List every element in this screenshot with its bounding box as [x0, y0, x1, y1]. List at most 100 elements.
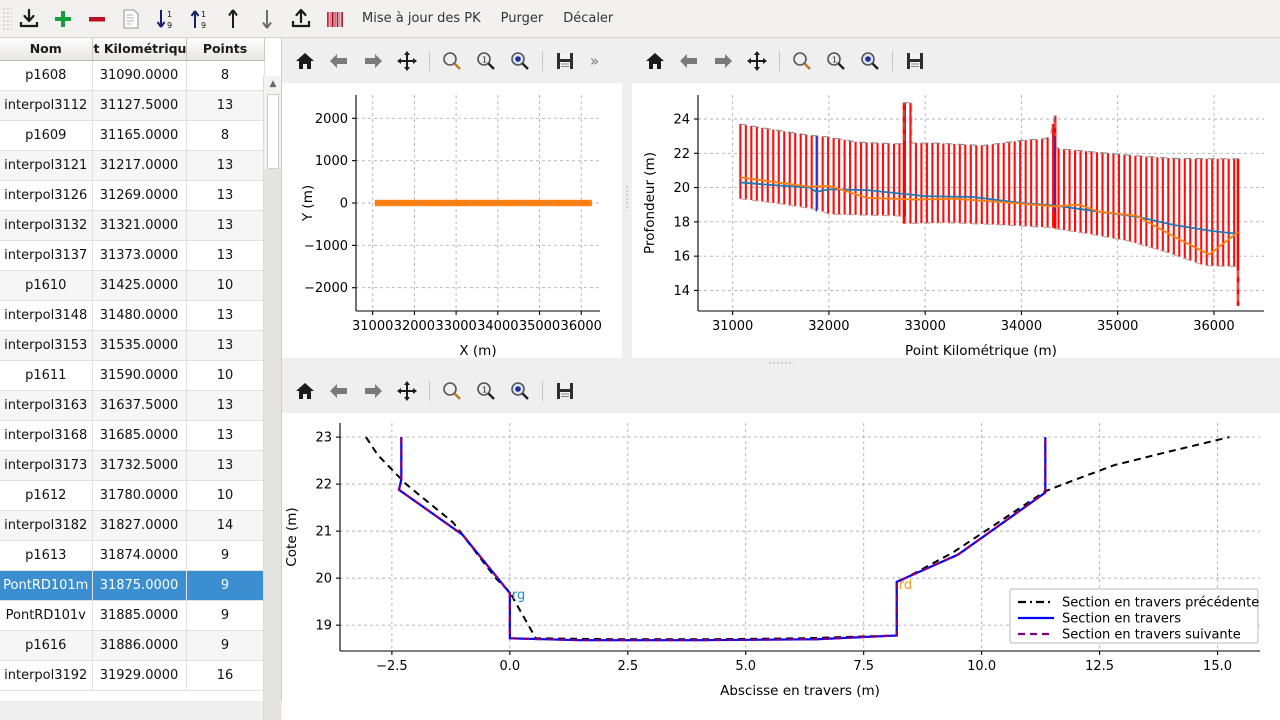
svg-text:Section en travers suivante: Section en travers suivante: [1062, 628, 1241, 643]
zoom-rect-button[interactable]: [853, 44, 887, 78]
export-icon[interactable]: [284, 3, 318, 35]
move-up-icon[interactable]: [216, 3, 250, 35]
svg-text:22: 22: [673, 147, 690, 162]
toolbar-separator: [429, 380, 430, 401]
table-row[interactable]: p1608 31090.0000 8: [0, 60, 265, 91]
table-cell-nom: p1609: [0, 120, 93, 151]
home-button[interactable]: [638, 44, 672, 78]
table-row[interactable]: p1611 31590.0000 10: [0, 360, 265, 391]
column-header-pk[interactable]: t Kilométrique: [92, 38, 187, 61]
table-row[interactable]: interpol3137 31373.0000 13: [0, 240, 265, 271]
scrollbar-track[interactable]: [264, 169, 281, 720]
table-row[interactable]: PontRD101m 31875.0000 9: [0, 570, 265, 601]
svg-text:21: 21: [315, 525, 332, 540]
table-row[interactable]: interpol3132 31321.0000 13: [0, 210, 265, 241]
zoom-reset-button[interactable]: 1: [469, 374, 503, 408]
long-profile-chart[interactable]: 31000 32000 33000 34000 35000 36000 14 16 18 20 22…: [632, 83, 1280, 358]
toolbar-separator: [542, 380, 543, 401]
table-cell-pk: 31885.0000: [92, 600, 187, 631]
table-cell-points: 10: [186, 360, 265, 391]
table-row[interactable]: interpol3192 31929.0000 16: [0, 660, 265, 691]
svg-text:Profondeur (m): Profondeur (m): [642, 152, 658, 254]
top-plots-row: 1 » 31000 32000 33000 34000 35000 36000 −2000−…: [282, 38, 1280, 358]
import-icon[interactable]: [12, 3, 46, 35]
table-cell-pk: 31685.0000: [92, 420, 187, 451]
table-cell-nom: interpol3182: [0, 510, 93, 541]
cross-section-chart[interactable]: −2.5 0.0 2.5 5.0 7.5 10.0 12.5 15.0 19 20 21 22 23 Ab…: [282, 413, 1280, 720]
table-cell-points: 13: [186, 180, 265, 211]
table-row[interactable]: p1610 31425.0000 10: [0, 270, 265, 301]
shift-button[interactable]: Décaler: [563, 11, 614, 26]
table-row[interactable]: p1612 31780.0000 10: [0, 480, 265, 511]
table-cell-nom: PontRD101v: [0, 600, 93, 631]
svg-text:20: 20: [673, 181, 690, 196]
home-button[interactable]: [288, 374, 322, 408]
toolbar-overflow-button[interactable]: »: [590, 51, 600, 70]
forward-button[interactable]: [356, 44, 390, 78]
toolbar-drag-handle[interactable]: [2, 6, 12, 31]
zoom-out-button[interactable]: [435, 374, 469, 408]
save-button[interactable]: [898, 44, 932, 78]
sort-descending-icon[interactable]: 1 9: [148, 3, 182, 35]
table-row[interactable]: interpol3168 31685.0000 13: [0, 420, 265, 451]
table-row[interactable]: interpol3182 31827.0000 14: [0, 510, 265, 541]
zoom-rect-button[interactable]: [503, 374, 537, 408]
home-button[interactable]: [288, 44, 322, 78]
zoom-out-button[interactable]: [435, 44, 469, 78]
svg-text:1000: 1000: [315, 154, 348, 169]
plan-view-chart[interactable]: 31000 32000 33000 34000 35000 36000 −2000 −1000…: [282, 83, 622, 358]
svg-text:2.5: 2.5: [617, 659, 638, 674]
forward-button[interactable]: [706, 44, 740, 78]
plan-view-toolbar: 1 »: [282, 38, 622, 83]
table-row[interactable]: p1616 31886.0000 9: [0, 630, 265, 661]
purge-button[interactable]: Purger: [500, 11, 544, 26]
svg-text:10.0: 10.0: [967, 659, 996, 674]
table-row[interactable]: p1609 31165.0000 8: [0, 120, 265, 151]
scroll-up-arrow-icon[interactable]: ▲: [269, 79, 277, 89]
table-row[interactable]: interpol3153 31535.0000 13: [0, 330, 265, 361]
pan-button[interactable]: [390, 44, 424, 78]
table-row[interactable]: interpol3121 31217.0000 13: [0, 150, 265, 181]
zoom-out-button[interactable]: [785, 44, 819, 78]
table-cell-pk: 31165.0000: [92, 120, 187, 151]
profiles-icon[interactable]: [318, 3, 352, 35]
back-button[interactable]: [672, 44, 706, 78]
sort-ascending-icon[interactable]: 1 9: [182, 3, 216, 35]
column-header-points[interactable]: Points: [186, 38, 265, 61]
zoom-reset-button[interactable]: 1: [819, 44, 853, 78]
svg-text:Section en travers: Section en travers: [1062, 612, 1181, 627]
table-row[interactable]: interpol3173 31732.5000 13: [0, 450, 265, 481]
zoom-rect-button[interactable]: [503, 44, 537, 78]
table-cell-pk: 31127.5000: [92, 90, 187, 121]
update-pk-button[interactable]: Mise à jour des PK: [362, 11, 481, 26]
back-button[interactable]: [322, 374, 356, 408]
table-cell-pk: 31929.0000: [92, 660, 187, 691]
remove-icon[interactable]: [80, 3, 114, 35]
scrollbar-thumb[interactable]: [267, 94, 279, 169]
zoom-reset-button[interactable]: 1: [469, 44, 503, 78]
table-row[interactable]: p1613 31874.0000 9: [0, 540, 265, 571]
column-header-nom[interactable]: Nom: [0, 38, 93, 61]
table-scroll-area[interactable]: Nom t Kilométrique Points p1608 31090.000…: [0, 38, 281, 701]
add-icon[interactable]: [46, 3, 80, 35]
table-row[interactable]: PontRD101v 31885.0000 9: [0, 600, 265, 631]
move-down-icon[interactable]: [250, 3, 284, 35]
save-button[interactable]: [548, 374, 582, 408]
table-cell-points: 9: [186, 600, 265, 631]
table-row[interactable]: interpol3126 31269.0000 13: [0, 180, 265, 211]
horizontal-splitter[interactable]: [282, 358, 1280, 368]
document-icon[interactable]: [114, 3, 148, 35]
vertical-splitter[interactable]: [622, 38, 632, 358]
table-row[interactable]: interpol3148 31480.0000 13: [0, 300, 265, 331]
pan-button[interactable]: [740, 44, 774, 78]
save-button[interactable]: [548, 44, 582, 78]
sections-table-panel: Nom t Kilométrique Points p1608 31090.000…: [0, 38, 282, 720]
table-vertical-scrollbar[interactable]: ▲ ▼: [263, 76, 281, 720]
table-cell-nom: p1613: [0, 540, 93, 571]
forward-button[interactable]: [356, 374, 390, 408]
svg-text:23: 23: [315, 431, 332, 446]
table-row[interactable]: interpol3112 31127.5000 13: [0, 90, 265, 121]
pan-button[interactable]: [390, 374, 424, 408]
table-row[interactable]: interpol3163 31637.5000 13: [0, 390, 265, 421]
back-button[interactable]: [322, 44, 356, 78]
